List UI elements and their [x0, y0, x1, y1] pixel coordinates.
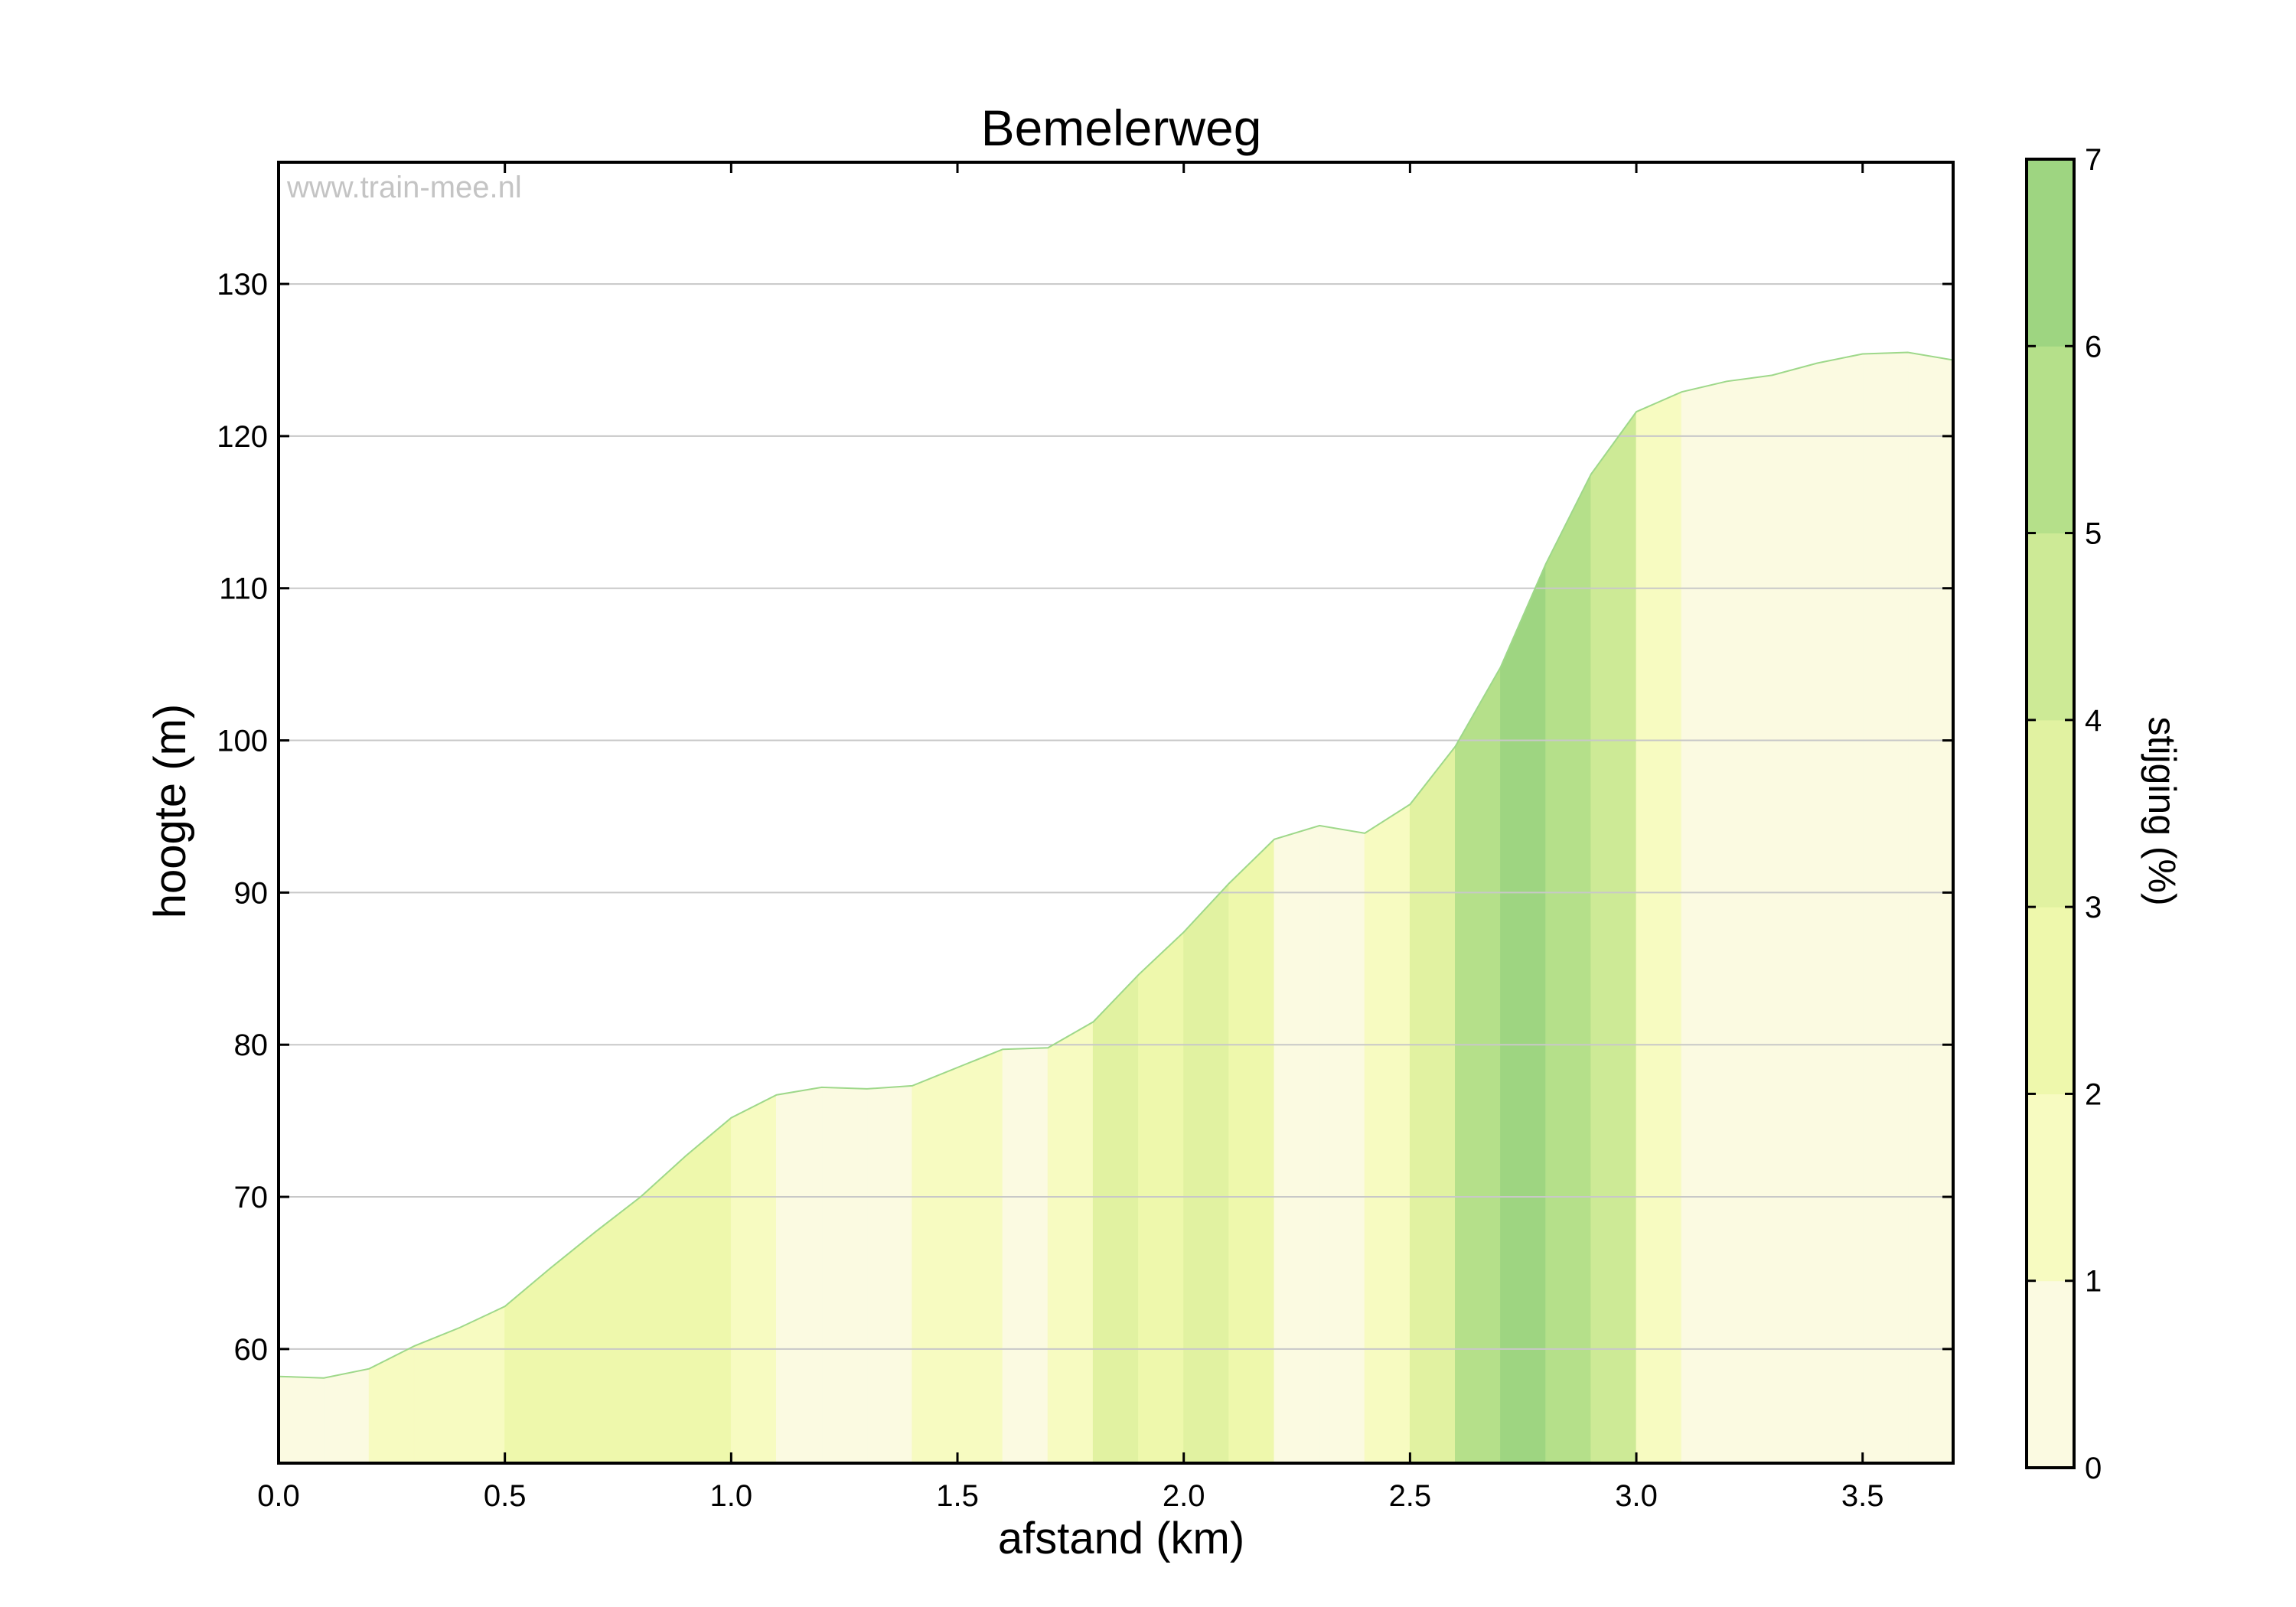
y-tick-label: 110: [219, 572, 268, 606]
colorbar-tick-label: 5: [2085, 517, 2102, 551]
colorbar-label: stijging (%): [2141, 716, 2183, 905]
gradient-band: [1772, 362, 1818, 1464]
gradient-band: [730, 1094, 777, 1464]
gradient-band: [1817, 353, 1864, 1464]
colorbar-tick-label: 2: [2085, 1077, 2102, 1111]
colorbar-segment: [2026, 533, 2075, 721]
gradient-band: [821, 1087, 868, 1464]
gradient-band: [1681, 380, 1727, 1464]
x-tick-label: 1.0: [710, 1479, 753, 1513]
gradient-band: [459, 1305, 506, 1464]
colorbar-tick-label: 4: [2085, 704, 2102, 738]
gradient-band: [776, 1087, 823, 1464]
colorbar-segment: [2026, 906, 2075, 1094]
x-tick-label: 2.0: [1163, 1479, 1205, 1513]
colorbar-tick-label: 7: [2085, 143, 2102, 177]
x-tick-label: 2.5: [1389, 1479, 1432, 1513]
gradient-band: [1590, 410, 1637, 1464]
gradient-band: [912, 1067, 958, 1464]
plot-frame: [277, 161, 1955, 1465]
y-tick-label: 80: [234, 1028, 269, 1062]
y-axis-label: hoogte (m): [145, 704, 195, 918]
colorbar-tick-label: 0: [2085, 1452, 2102, 1485]
colorbar-tick-label: 6: [2085, 330, 2102, 363]
y-axis: 60 70 80 90 100 110 120 130: [217, 268, 1953, 1367]
x-tick-label: 0.0: [257, 1479, 300, 1513]
horizontal-grid: [279, 283, 1953, 1350]
gradient-band: [1274, 825, 1320, 1464]
colorbar-segment: [2026, 1093, 2075, 1282]
gradient-band: [278, 1376, 325, 1464]
x-tick-label: 1.5: [936, 1479, 979, 1513]
x-axis: 0.0 0.5 1.0 1.5 2.0 2.5 3.0 3.5: [257, 162, 1884, 1513]
colorbar-segment: [2026, 345, 2075, 534]
gradient-area-bands: [278, 351, 1954, 1464]
gradient-band: [1183, 882, 1230, 1464]
gradient-band: [1002, 1047, 1049, 1464]
x-tick-label: 0.5: [484, 1479, 527, 1513]
gradient-band: [640, 1155, 687, 1464]
gradient-band: [1636, 391, 1682, 1464]
gradient-band: [1907, 351, 1954, 1464]
gradient-band: [1500, 563, 1547, 1464]
gradient-band: [1455, 666, 1502, 1464]
elevation-profile-line: [278, 351, 1954, 1379]
gradient-band: [1862, 351, 1909, 1464]
colorbar-frame: [2025, 158, 2076, 1469]
watermark: www.train-mee.nl: [286, 171, 522, 204]
gradient-band: [504, 1267, 551, 1464]
gradient-band: [1409, 745, 1456, 1464]
gradient-band: [957, 1048, 1003, 1464]
gradient-band: [685, 1116, 732, 1464]
x-axis-label: afstand (km): [998, 1514, 1244, 1563]
gradient-band: [1047, 1021, 1094, 1464]
x-tick-label: 3.5: [1841, 1479, 1884, 1513]
y-tick-label: 120: [217, 420, 268, 454]
gradient-band: [1319, 825, 1365, 1464]
colorbar-segment: [2026, 719, 2075, 908]
gradient-band: [1364, 804, 1411, 1464]
colorbar-tick-label: 1: [2085, 1265, 2102, 1299]
gradient-band: [368, 1345, 415, 1464]
colorbar-tick-label: 3: [2085, 891, 2102, 924]
gradient-band: [866, 1085, 913, 1464]
y-tick-label: 130: [217, 268, 268, 302]
colorbar: 0 1 2 3 4 5 6 7: [2025, 143, 2102, 1485]
y-tick-label: 70: [234, 1181, 269, 1214]
gradient-band: [1545, 474, 1592, 1464]
gradient-band: [1092, 973, 1140, 1464]
x-tick-label: 3.0: [1615, 1479, 1658, 1513]
y-tick-label: 100: [217, 725, 268, 758]
y-tick-label: 90: [234, 876, 269, 910]
gradient-band: [1138, 931, 1185, 1464]
gradient-band: [595, 1195, 641, 1464]
colorbar-segment: [2026, 158, 2075, 347]
gradient-band: [1726, 374, 1773, 1464]
gradient-band: [413, 1327, 460, 1464]
y-tick-label: 60: [234, 1333, 269, 1367]
gradient-band: [323, 1368, 370, 1464]
gradient-band: [550, 1231, 596, 1464]
gradient-band: [1228, 838, 1275, 1464]
colorbar-segment: [2026, 1280, 2075, 1468]
chart-title: Bemelerweg: [981, 99, 1262, 156]
